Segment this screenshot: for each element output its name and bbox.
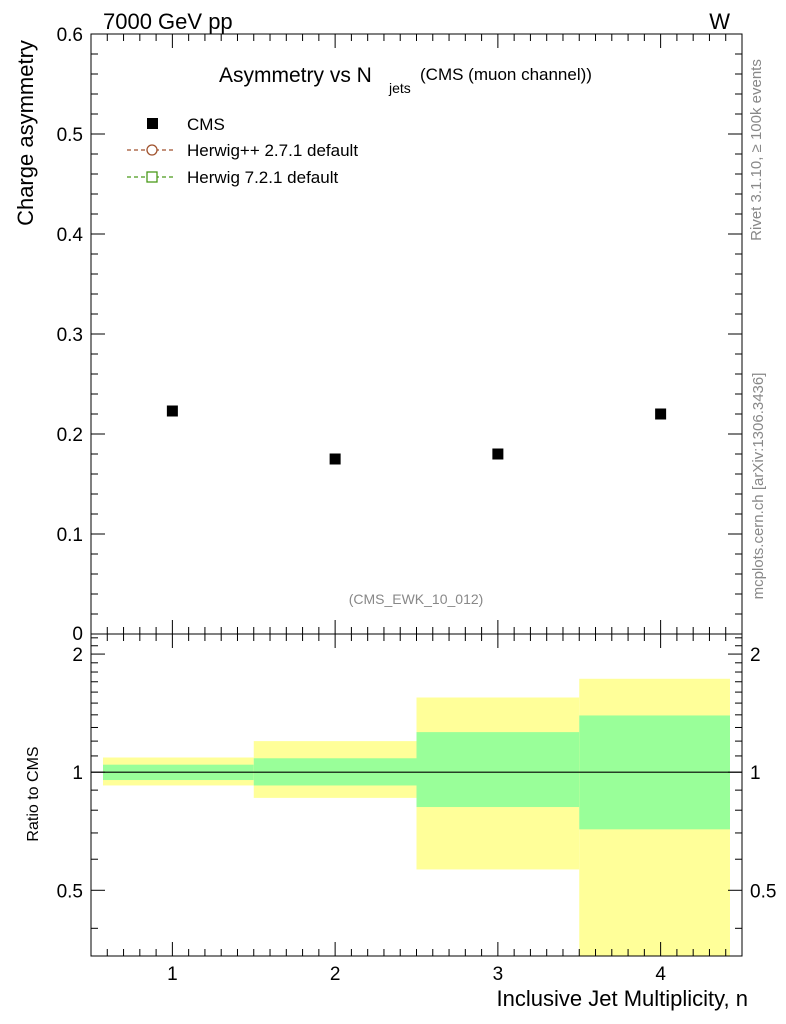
open-square-icon: [146, 171, 158, 183]
legend-label-herwigpp: Herwig++ 2.7.1 default: [187, 141, 358, 160]
rivet-label: Rivet 3.1.10, ≥ 100k events: [748, 59, 765, 241]
ratio-axis-label: Ratio to CMS: [25, 746, 42, 841]
open-circle-icon: [146, 144, 158, 156]
ratio-tick-label-right: 1: [750, 763, 761, 784]
y-tick-label: 0.1: [57, 525, 83, 546]
main-panel: 0.1 0.2 0.3 0.4 0.5 0.6 0: [57, 25, 743, 645]
cms-data-point: [655, 408, 667, 420]
cms-data-point: [166, 405, 178, 417]
plot-title: Asymmetry vs N jets (CMS (muon channel)): [219, 64, 592, 96]
y-tick-label: 0.5: [57, 125, 83, 146]
analysis-watermark: (CMS_EWK_10_012): [349, 591, 484, 607]
ratio-panel-frame: [90, 633, 743, 957]
ratio-tick-label-right: 2: [750, 645, 761, 666]
y-tick-label: 0.4: [57, 225, 84, 246]
x-axis-label: Inclusive Jet Multiplicity, n: [497, 986, 748, 1011]
x-tick-label: 2: [330, 964, 341, 985]
ratio-panel: 0.5 0.5 1 1 2 2 1 2 3 4: [57, 633, 776, 985]
y-tick-label: 0.2: [57, 425, 83, 446]
legend-item-herwigpp: Herwig++ 2.7.1 default: [127, 141, 358, 160]
legend: CMS Herwig++ 2.7.1 default Herwig 7.2.1 …: [127, 115, 358, 187]
ratio-tick-label: 1: [72, 763, 83, 784]
ratio-tick-label: 0.5: [57, 881, 83, 902]
x-tick-label: 4: [655, 964, 666, 985]
title-suffix: (CMS (muon channel)): [420, 65, 592, 84]
y-axis-label: Charge asymmetry: [13, 40, 38, 226]
ratio-tick-label-right: 0.5: [750, 881, 776, 902]
y-tick-label: 0.6: [57, 25, 83, 46]
title-main: Asymmetry vs N: [219, 64, 372, 87]
y-tick-label-zero: 0: [72, 624, 83, 645]
title-subscript: jets: [388, 80, 411, 96]
x-tick-label: 3: [493, 964, 504, 985]
legend-item-herwig7: Herwig 7.2.1 default: [127, 168, 338, 187]
cms-data-point: [329, 453, 341, 465]
cms-data-point: [492, 448, 504, 460]
filled-square-icon: [147, 118, 158, 129]
ratio-tick-label: 2: [72, 645, 83, 666]
process-label: W: [709, 9, 730, 34]
y-tick-label: 0.3: [57, 325, 83, 346]
mcplots-label: mcplots.cern.ch [arXiv:1306.3436]: [750, 373, 767, 600]
energy-label: 7000 GeV pp: [103, 9, 233, 34]
legend-label-cms: CMS: [187, 115, 225, 134]
inner-band-bin: [416, 732, 580, 808]
x-tick-label: 1: [167, 964, 178, 985]
legend-item-cms: CMS: [147, 115, 225, 134]
legend-label-herwig7: Herwig 7.2.1 default: [187, 168, 338, 187]
